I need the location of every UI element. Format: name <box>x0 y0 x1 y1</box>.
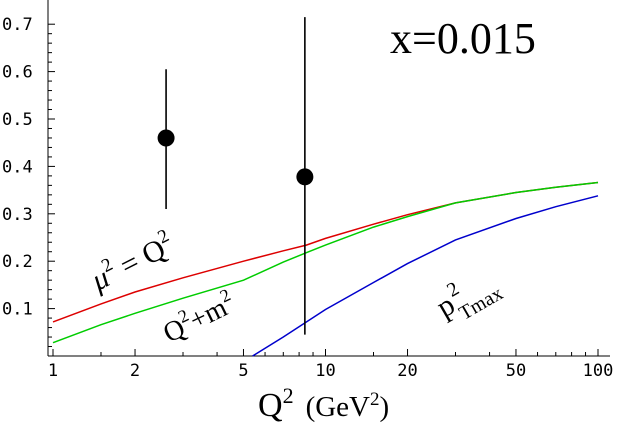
svg-text:μ2 = Q2: μ2 = Q2 <box>84 225 179 297</box>
x-tick-label-5: 5 <box>238 361 248 381</box>
x-tick-label-20: 20 <box>397 361 417 381</box>
series-qm2 <box>52 181 599 344</box>
x-axis-label-units-sup: 2 <box>370 389 380 410</box>
annotation-title: x=0.015 <box>390 14 536 63</box>
x-tick-label-2: 2 <box>130 361 140 381</box>
y-tick-label-0.7: 0.7 <box>2 15 33 35</box>
svg-text:p2Tmax: p2Tmax <box>429 260 507 333</box>
y-tick-label-0.3: 0.3 <box>2 205 33 225</box>
x-axis-label: Q2 (GeV2) <box>258 383 389 424</box>
x-tick-label-100: 100 <box>583 361 614 381</box>
series-lines <box>52 181 599 357</box>
label-mu2: μ2 = Q2 <box>84 225 179 297</box>
label-pt2-sub: Tmax <box>455 282 506 324</box>
y-tick-label-0.6: 0.6 <box>2 63 33 83</box>
data-points <box>157 17 314 335</box>
label-pt2: p2Tmax <box>429 260 507 333</box>
y-tick-label-0.4: 0.4 <box>2 157 33 177</box>
x-axis-label-units-open: (GeV <box>306 391 370 423</box>
data-point-1 <box>157 129 175 147</box>
y-tick-label-0.1: 0.1 <box>2 300 33 320</box>
x-axis-label-units-close: ) <box>379 391 389 423</box>
x-tick-label-1: 1 <box>48 361 58 381</box>
x-tick-label-50: 50 <box>506 361 526 381</box>
y-tick-label-0.5: 0.5 <box>2 110 33 130</box>
tick-labels: 1 2 5 10 20 50 100 0.1 0.2 0.3 0.4 0.5 0.6 0.7 <box>2 15 613 381</box>
x-tick-label-10: 10 <box>315 361 335 381</box>
ticks <box>48 23 599 356</box>
y-tick-label-0.2: 0.2 <box>2 252 33 272</box>
x-axis-label-sup: 2 <box>283 383 294 408</box>
x-axis-label-base: Q <box>258 387 283 424</box>
series-pt2 <box>252 195 599 357</box>
data-point-2 <box>296 168 314 186</box>
